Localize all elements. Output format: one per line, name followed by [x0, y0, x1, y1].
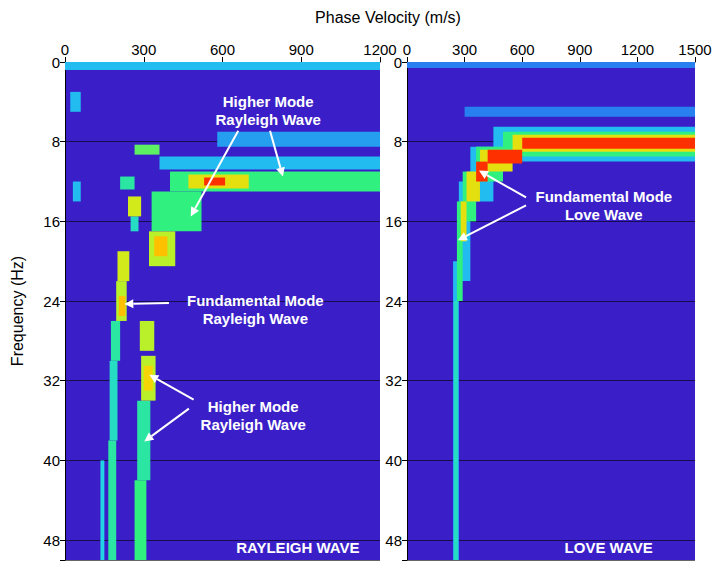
- svg-text:8: 8: [394, 133, 402, 150]
- svg-text:600: 600: [510, 41, 535, 58]
- svg-text:Frequency (Hz): Frequency (Hz): [9, 256, 26, 366]
- svg-text:48: 48: [385, 532, 402, 549]
- svg-text:16: 16: [43, 213, 60, 230]
- svg-text:0: 0: [393, 53, 402, 71]
- svg-text:24: 24: [43, 293, 60, 310]
- svg-text:1500: 1500: [678, 41, 711, 58]
- svg-text:Rayleigh Wave: Rayleigh Wave: [203, 310, 308, 327]
- svg-text:300: 300: [131, 41, 156, 58]
- svg-text:LOVE WAVE: LOVE WAVE: [565, 539, 653, 556]
- svg-text:0: 0: [403, 41, 411, 58]
- svg-text:1200: 1200: [363, 41, 396, 58]
- svg-text:Rayleigh Wave: Rayleigh Wave: [201, 416, 306, 433]
- svg-text:300: 300: [452, 41, 477, 58]
- svg-text:24: 24: [385, 293, 402, 310]
- svg-text:8: 8: [52, 133, 60, 150]
- svg-text:RAYLEIGH WAVE: RAYLEIGH WAVE: [236, 539, 359, 556]
- svg-text:Rayleigh Wave: Rayleigh Wave: [216, 111, 321, 128]
- svg-text:0: 0: [61, 41, 69, 58]
- svg-text:Higher Mode: Higher Mode: [208, 398, 299, 415]
- svg-text:32: 32: [385, 372, 402, 389]
- svg-text:Phase Velocity (m/s): Phase Velocity (m/s): [315, 9, 461, 26]
- svg-text:0: 0: [52, 54, 60, 71]
- svg-text:40: 40: [43, 452, 60, 469]
- svg-text:900: 900: [567, 41, 592, 58]
- svg-text:Fundamental Mode: Fundamental Mode: [535, 188, 672, 205]
- svg-text:32: 32: [43, 372, 60, 389]
- svg-text:40: 40: [385, 452, 402, 469]
- svg-text:900: 900: [289, 41, 314, 58]
- svg-text:Love Wave: Love Wave: [565, 206, 643, 223]
- svg-text:Higher Mode: Higher Mode: [223, 93, 314, 110]
- svg-text:16: 16: [385, 213, 402, 230]
- svg-text:600: 600: [210, 41, 235, 58]
- svg-text:Fundamental Mode: Fundamental Mode: [187, 292, 324, 309]
- svg-text:48: 48: [43, 532, 60, 549]
- svg-text:1200: 1200: [621, 41, 654, 58]
